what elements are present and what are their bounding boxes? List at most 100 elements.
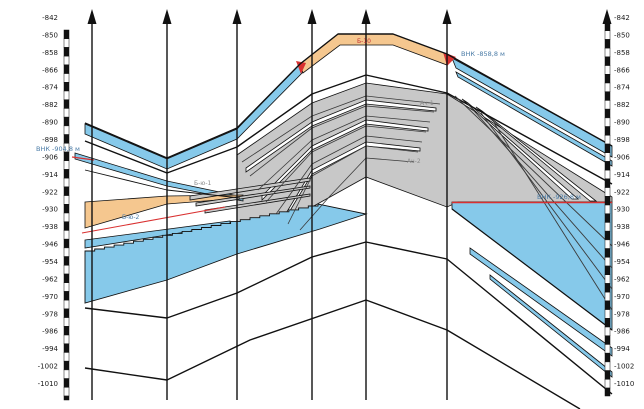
depth-ruler-left-segment [63, 230, 70, 240]
depth-ruler-left-segment [63, 273, 70, 283]
depth-ruler-right-segment [604, 187, 611, 197]
depth-tick-label-right: -970 [614, 293, 630, 301]
bed-label-gray-1: Ач-1 [420, 100, 434, 107]
depth-tick-label-right: -938 [614, 223, 630, 231]
depth-ruler-left-segment [63, 352, 70, 362]
depth-tick-label-left: -970 [42, 293, 58, 301]
depth-ruler-left-segment [63, 369, 70, 379]
red-woc-tip-crest-right [443, 52, 456, 66]
depth-tick-label-left: -874 [42, 84, 58, 92]
blue-band-upper-right2 [455, 71, 613, 167]
blue-band-lowright-2 [489, 274, 613, 378]
well-arrow-4 [307, 9, 317, 24]
depth-ruler-right-segment [604, 274, 611, 284]
depth-ruler-right-segment [604, 82, 611, 92]
depth-ruler-left-segment [63, 343, 70, 353]
gray-sliver-left-3 [204, 193, 311, 214]
depth-ruler-right-segment [604, 100, 611, 110]
well-arrow-6 [442, 9, 452, 24]
depth-ruler-left-segment [63, 169, 70, 179]
depth-tick-label-left: -946 [42, 241, 58, 249]
depth-tick-label-left: -930 [42, 206, 58, 214]
depth-ruler-left-segment [63, 90, 70, 100]
depth-ruler-left-segment [63, 247, 70, 257]
depth-tick-label-left: -890 [42, 119, 58, 127]
depth-ruler-left-segment [63, 151, 70, 161]
depth-ruler-right-segment [604, 300, 611, 310]
depth-ruler-right-segment [604, 204, 611, 214]
depth-tick-label-right: -874 [614, 84, 630, 92]
depth-ruler-left-segment [63, 29, 70, 39]
depth-ruler-right-segment [604, 265, 611, 275]
depth-tick-label-left: -898 [42, 136, 58, 144]
depth-ruler-left-segment [63, 82, 70, 92]
depth-ruler-right-segment [604, 74, 611, 84]
depth-ruler-left-segment [63, 221, 70, 231]
well-arrow-1 [87, 9, 97, 24]
white-sliver-right-2 [475, 106, 598, 202]
gray-sliver-left-2 [195, 185, 311, 207]
depth-ruler-right-segment [604, 135, 611, 145]
depth-ruler-left-segment [63, 282, 70, 292]
well-arrow-3 [232, 9, 242, 24]
right-flank-diagonal-4 [493, 122, 613, 311]
white-sliver-crest-3 [281, 141, 421, 226]
depth-tick-label-left: -922 [42, 188, 58, 196]
depth-tick-label-left: -962 [42, 275, 58, 283]
depth-ruler-right-segment [604, 39, 611, 49]
woc-label-left: ВНК -904,8 м [36, 145, 80, 153]
depth-ruler-left-segment [63, 108, 70, 118]
depth-tick-label-right: -898 [614, 136, 630, 144]
depth-tick-label-right: -842 [614, 14, 630, 22]
depth-tick-label-left: -954 [42, 258, 58, 266]
depth-ruler-left-segment [63, 186, 70, 196]
horizon-lower-2 [84, 299, 581, 409]
depth-ruler-left-segment [63, 99, 70, 109]
depth-ruler-left-segment [63, 55, 70, 66]
bed-label-left-1: Б-ю-1 [194, 180, 211, 187]
depth-ruler-left-segment [63, 238, 70, 249]
gray-sliver-left-1 [189, 177, 311, 201]
depth-ruler-left-segment [63, 177, 70, 188]
lamination-3 [257, 115, 431, 191]
depth-ruler-right-segment [604, 257, 611, 267]
depth-ruler-right-segment [604, 178, 611, 188]
depth-ruler-right-segment [604, 379, 611, 389]
depth-ruler-right-segment [604, 161, 611, 171]
depth-ruler-right-segment [604, 335, 611, 345]
bed-label-gray-2: Ач-2 [407, 158, 421, 165]
depth-ruler-left-segment [63, 317, 70, 327]
depth-tick-label-right: -850 [614, 31, 630, 39]
lamination-2 [249, 105, 435, 177]
depth-tick-label-left: -906 [42, 153, 58, 161]
well-arrow-2 [162, 9, 172, 24]
depth-tick-label-right: -978 [614, 310, 630, 318]
depth-tick-label-left: -882 [42, 101, 58, 109]
depth-ruler-right-segment [604, 344, 611, 354]
depth-ruler-right-segment [604, 152, 611, 162]
depth-tick-label-left: -914 [42, 171, 58, 179]
depth-ruler-right-segment [604, 117, 611, 127]
depth-ruler-left-segment [63, 73, 70, 83]
woc-label-right: ВНК -858,8 м [461, 50, 505, 58]
red-tick-left [71, 156, 95, 161]
depth-tick-label-right: -922 [614, 188, 630, 196]
depth-ruler-left-segment [63, 265, 70, 275]
depth-tick-label-right: -986 [614, 328, 630, 336]
depth-ruler-left-segment [63, 64, 70, 74]
depth-ruler-left-segment [63, 195, 70, 205]
lamination-7 [299, 157, 415, 231]
ruler-arrow-right [602, 9, 612, 24]
depth-ruler-right-segment [604, 239, 611, 249]
depth-ruler-right-segment [604, 196, 611, 206]
depth-ruler-right-segment [604, 318, 611, 328]
depth-tick-label-right: -994 [614, 345, 630, 353]
depth-ruler-left-segment [63, 291, 70, 301]
depth-tick-label-right: -930 [614, 206, 630, 214]
depth-ruler-right-segment [604, 248, 611, 258]
depth-ruler-right-segment [604, 387, 611, 397]
depth-ruler-left-segment [63, 160, 70, 170]
depth-ruler-right-segment [604, 47, 611, 58]
depth-tick-label-left: -978 [42, 310, 58, 318]
depth-tick-label-left: -938 [42, 223, 58, 231]
